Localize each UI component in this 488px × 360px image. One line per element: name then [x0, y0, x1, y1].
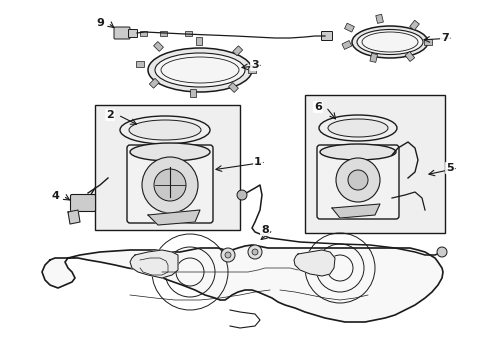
Bar	[153, 41, 163, 51]
Text: 3: 3	[251, 60, 258, 70]
Bar	[136, 61, 143, 67]
Ellipse shape	[351, 26, 427, 58]
FancyBboxPatch shape	[127, 145, 213, 223]
FancyBboxPatch shape	[114, 27, 130, 39]
FancyBboxPatch shape	[70, 194, 95, 211]
Polygon shape	[68, 210, 80, 224]
Circle shape	[251, 249, 258, 255]
Bar	[196, 37, 202, 45]
Bar	[409, 20, 419, 30]
FancyBboxPatch shape	[321, 31, 332, 40]
Bar	[369, 53, 377, 62]
Text: 7: 7	[440, 33, 448, 43]
Bar	[247, 67, 256, 73]
Circle shape	[335, 158, 379, 202]
Bar	[190, 89, 196, 97]
Bar	[228, 82, 238, 93]
Polygon shape	[42, 245, 442, 322]
Bar	[95, 105, 240, 230]
Text: 6: 6	[313, 102, 321, 112]
Polygon shape	[148, 210, 200, 225]
Ellipse shape	[148, 48, 251, 92]
Ellipse shape	[327, 119, 387, 137]
Ellipse shape	[130, 143, 209, 161]
Bar	[232, 46, 242, 56]
Text: 9: 9	[96, 18, 104, 28]
Circle shape	[142, 157, 198, 213]
Text: 4: 4	[51, 191, 59, 201]
Bar	[344, 23, 354, 32]
Ellipse shape	[155, 53, 244, 87]
Circle shape	[221, 248, 235, 262]
Ellipse shape	[319, 144, 395, 160]
Text: 2: 2	[106, 110, 114, 120]
Text: 8: 8	[261, 225, 268, 235]
Polygon shape	[293, 250, 334, 276]
Text: 5: 5	[445, 163, 453, 173]
Ellipse shape	[129, 120, 201, 140]
Bar	[160, 31, 167, 36]
Circle shape	[237, 190, 246, 200]
Bar	[404, 51, 414, 62]
FancyBboxPatch shape	[316, 145, 398, 219]
FancyBboxPatch shape	[128, 30, 137, 37]
Bar	[149, 78, 159, 88]
Text: 1: 1	[254, 157, 262, 167]
Bar	[423, 39, 431, 45]
Circle shape	[224, 252, 230, 258]
Circle shape	[154, 169, 185, 201]
Circle shape	[436, 247, 446, 257]
Bar	[375, 14, 383, 23]
Polygon shape	[331, 204, 379, 218]
Bar	[184, 31, 192, 36]
Circle shape	[247, 245, 262, 259]
Ellipse shape	[356, 30, 422, 54]
Circle shape	[347, 170, 367, 190]
Bar	[341, 41, 351, 49]
Bar	[305, 95, 444, 233]
Polygon shape	[130, 250, 178, 278]
Bar	[140, 31, 147, 36]
